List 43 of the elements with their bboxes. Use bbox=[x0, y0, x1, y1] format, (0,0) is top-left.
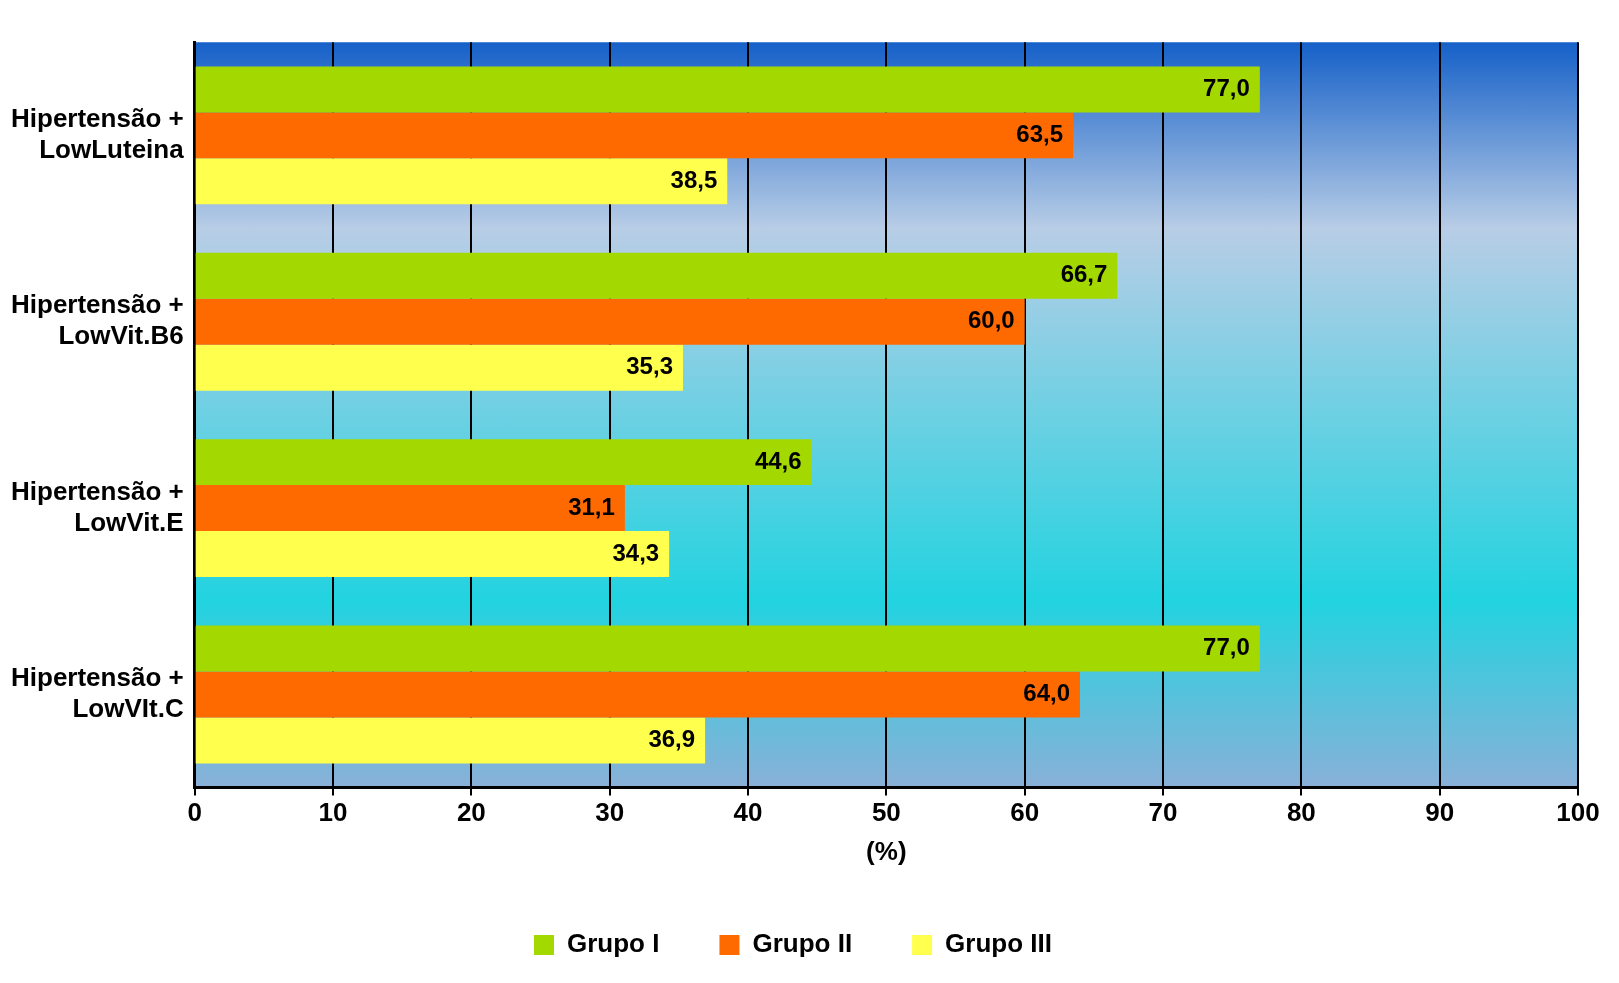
data-label: 63,5 bbox=[1016, 120, 1064, 147]
bar bbox=[195, 671, 1080, 718]
x-tick-label: 70 bbox=[1148, 797, 1178, 828]
x-axis-title: (%) bbox=[866, 835, 907, 866]
x-tick-label: 50 bbox=[871, 797, 901, 828]
bar bbox=[195, 439, 812, 486]
data-label: 77,0 bbox=[1203, 74, 1250, 102]
y-tick-label: Hipertensão + LowVit.E bbox=[11, 475, 184, 537]
legend-label: Grupo II bbox=[752, 928, 853, 959]
x-tick-label: 100 bbox=[1556, 797, 1600, 828]
bar bbox=[195, 298, 1025, 345]
x-tick-label: 60 bbox=[1010, 797, 1040, 828]
bar bbox=[195, 485, 625, 532]
data-label: 44,6 bbox=[754, 446, 802, 474]
bar bbox=[195, 66, 1260, 113]
y-tick-label: Hipertensão + LowVit.B6 bbox=[11, 289, 184, 351]
x-tick-label: 10 bbox=[318, 797, 348, 828]
x-tick-label: 40 bbox=[733, 797, 763, 828]
data-label: 31,1 bbox=[568, 492, 615, 520]
bar bbox=[195, 717, 706, 764]
x-tick-label: 90 bbox=[1425, 797, 1455, 828]
bar bbox=[195, 625, 1260, 672]
x-tick-label: 30 bbox=[595, 797, 625, 828]
data-label: 36,9 bbox=[648, 725, 696, 753]
data-label: 66,7 bbox=[1060, 260, 1108, 288]
y-tick-label: Hipertensão + LowVIt.C bbox=[11, 662, 184, 724]
legend-label: Grupo I bbox=[567, 928, 660, 959]
x-tick-label: 0 bbox=[187, 797, 202, 828]
x-tick-label: 20 bbox=[456, 797, 486, 828]
data-label: 38,5 bbox=[670, 165, 718, 193]
x-tick-label: 80 bbox=[1286, 797, 1316, 828]
legend-label: Grupo III bbox=[945, 928, 1052, 959]
data-label: 77,0 bbox=[1203, 633, 1250, 661]
bar bbox=[195, 112, 1074, 159]
bar bbox=[195, 531, 670, 578]
data-label: 34,3 bbox=[612, 538, 660, 566]
bar bbox=[195, 252, 1118, 299]
bar bbox=[195, 158, 728, 205]
bar bbox=[195, 344, 683, 391]
data-label: 60,0 bbox=[967, 306, 1015, 334]
y-tick-label: Hipertensão + LowLuteina bbox=[11, 102, 185, 165]
data-label: 64,0 bbox=[1023, 679, 1070, 707]
data-label: 35,3 bbox=[626, 352, 673, 380]
